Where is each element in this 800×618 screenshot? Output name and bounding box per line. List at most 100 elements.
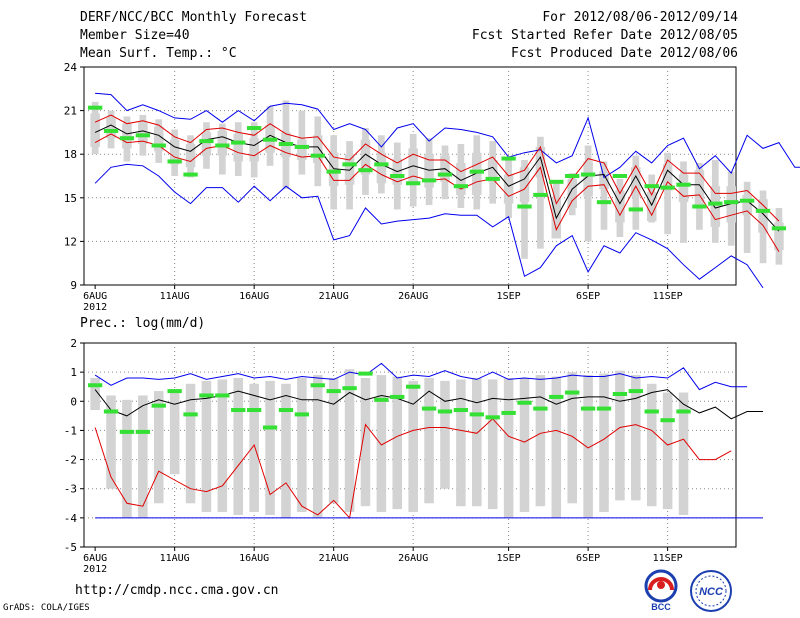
temp-xtick-label: 21AUG xyxy=(319,291,349,302)
bcc-logo: BCC xyxy=(644,569,678,612)
prec-box xyxy=(376,375,387,513)
temp-clim-marker xyxy=(549,179,564,184)
temp-xtick-label: 11SEP xyxy=(653,291,683,302)
temp-box xyxy=(615,190,625,223)
temp-xtick-label: 11AUG xyxy=(160,291,190,302)
prec-title: Prec.: log(mm/d) xyxy=(80,316,205,331)
temp-ytick-label: 24 xyxy=(64,61,78,74)
temp-clim-marker xyxy=(565,174,580,178)
temp-whisker xyxy=(680,161,687,243)
prec-clim-marker xyxy=(406,384,421,389)
prec-box xyxy=(583,375,593,518)
temp-ytick-label: 12 xyxy=(64,235,77,248)
prec-clim-marker xyxy=(231,408,246,413)
prec-box xyxy=(106,395,116,489)
temp-box xyxy=(312,135,323,163)
temp-clim-marker xyxy=(199,139,214,144)
prec-xtick-label: 6SEP xyxy=(576,553,600,564)
temp-box xyxy=(249,138,259,162)
prec-ytick-label: -5 xyxy=(64,541,77,554)
prec-clim-marker xyxy=(596,406,612,411)
temp-box xyxy=(106,117,116,139)
temp-clim-marker xyxy=(596,200,612,205)
temp-box xyxy=(360,139,371,175)
temp-clim-marker xyxy=(119,136,135,141)
forecast-period: For 2012/08/06-2012/09/14 xyxy=(542,10,738,25)
temp-box xyxy=(376,152,387,184)
temp-clim-marker xyxy=(533,192,548,197)
prec-clim-marker xyxy=(247,408,262,413)
temp-frame xyxy=(83,66,737,286)
temp-clim-marker xyxy=(485,176,500,181)
temp-box xyxy=(710,186,721,227)
prec-clim-marker xyxy=(215,393,230,398)
prec-box xyxy=(424,377,434,504)
prec-ytick-label: 0 xyxy=(70,395,77,408)
prec-box xyxy=(312,375,323,518)
ncc-logo: NCC xyxy=(690,570,732,612)
prec-clim-marker xyxy=(103,409,119,414)
prec-xtick-label: 11AUG xyxy=(160,553,190,564)
prec-box xyxy=(297,377,307,513)
temp-box xyxy=(408,148,418,185)
prec-line-spread_line xyxy=(94,418,732,519)
prec-box xyxy=(153,391,164,504)
prec-clim-marker xyxy=(87,383,103,388)
temp-clim-marker xyxy=(151,143,166,148)
temp-line-max xyxy=(95,92,800,179)
temp-ytick-label: 21 xyxy=(64,105,77,118)
temp-clim-marker xyxy=(247,126,262,131)
temp-box xyxy=(185,144,196,168)
prec-box xyxy=(169,389,180,475)
temp-clim-marker xyxy=(612,174,628,178)
prec-box xyxy=(328,377,339,504)
prec-frame xyxy=(83,342,737,548)
temp-clim-marker xyxy=(358,168,373,173)
prec-clim-marker xyxy=(565,390,580,395)
temp-clim-marker xyxy=(374,162,389,167)
temp-ytick-label: 15 xyxy=(64,192,77,205)
prec-box xyxy=(265,380,275,515)
temp-clim-marker xyxy=(310,153,325,158)
prec-box xyxy=(472,377,482,507)
temp-clim-marker xyxy=(692,204,707,209)
temp-box xyxy=(583,161,593,197)
temp-clim-marker xyxy=(262,137,278,142)
temp-clim-marker xyxy=(628,207,643,212)
temp-whisker xyxy=(521,160,528,259)
header-title: DERF/NCC/BCC Monthly Forecast xyxy=(80,10,307,25)
temp-clim-marker xyxy=(708,201,723,206)
prec-xtick-label: 11SEP xyxy=(653,553,683,564)
temp-xtick-label: 6SEP xyxy=(576,291,600,302)
prec-clim-marker xyxy=(183,412,198,417)
prec-clim-marker xyxy=(358,371,373,376)
source-url[interactable]: http://cmdp.ncc.cma.gov.cn xyxy=(75,583,279,598)
prec-box xyxy=(392,376,403,510)
temp-box xyxy=(90,113,100,147)
ncc-logo-text: NCC xyxy=(699,586,724,598)
grads-credit: GrADS: COLA/IGES xyxy=(3,603,90,613)
temp-whisker xyxy=(537,136,544,249)
temp-clim-marker xyxy=(437,172,453,177)
temp-clim-marker xyxy=(103,128,119,133)
temp-clim-marker xyxy=(326,169,341,174)
prec-clim-marker xyxy=(517,400,532,405)
prec-clim-marker xyxy=(453,408,469,413)
temp-clim-marker xyxy=(501,156,516,161)
temp-clim-marker xyxy=(215,143,230,148)
temp-clim-marker xyxy=(278,142,294,147)
temp-clim-marker xyxy=(644,184,659,189)
temp-box xyxy=(678,174,689,203)
bcc-logo-text: BCC xyxy=(651,602,671,612)
prec-xtick-label: 26AUG xyxy=(398,553,428,564)
prec-line-mean xyxy=(94,389,763,420)
temp-whisker xyxy=(600,161,608,230)
prec-box xyxy=(185,383,196,504)
temp-box xyxy=(217,130,228,156)
prec-box xyxy=(646,383,657,507)
prec-box xyxy=(408,380,418,513)
prec-box xyxy=(519,377,530,513)
temp-clim-marker xyxy=(660,185,675,190)
prec-box xyxy=(281,383,291,518)
temp-box xyxy=(344,154,355,185)
